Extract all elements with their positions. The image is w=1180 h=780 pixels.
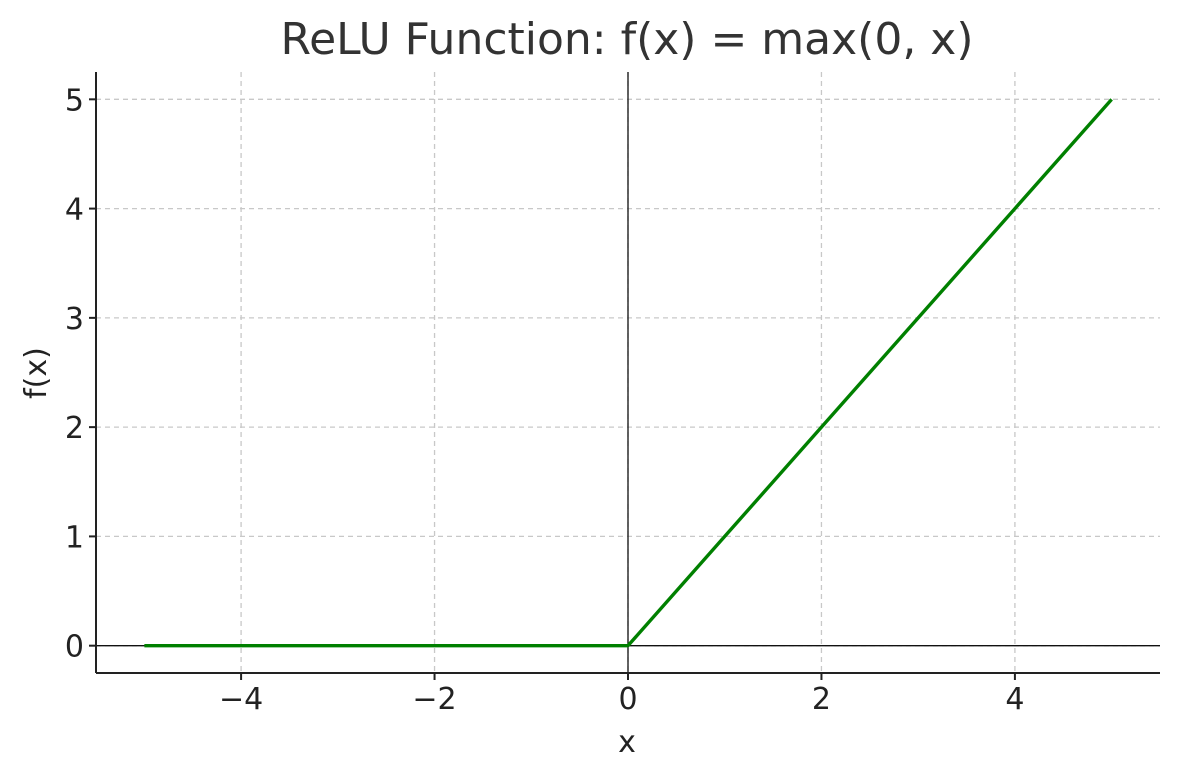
y-tick-label: 1 — [65, 520, 84, 555]
y-axis-label: f(x) — [19, 347, 54, 399]
x-tick-label: 2 — [812, 682, 831, 717]
y-tick-label: 2 — [65, 411, 84, 446]
chart-title: ReLU Function: f(x) = max(0, x) — [280, 14, 973, 65]
x-tick-label: −2 — [412, 682, 456, 717]
x-tick-label: 0 — [618, 682, 637, 717]
y-tick-label: 4 — [65, 193, 84, 228]
x-axis-label: x — [618, 725, 636, 760]
x-tick-label: −4 — [219, 682, 263, 717]
y-tick-label: 3 — [65, 302, 84, 337]
x-ticks: −4 −2 0 2 4 — [219, 673, 1024, 717]
x-tick-label: 4 — [1005, 682, 1024, 717]
series-layer — [144, 98, 1113, 648]
series-line-0 — [144, 98, 1113, 648]
y-tick-label: 0 — [65, 630, 84, 665]
y-tick-label: 5 — [65, 83, 84, 118]
y-ticks: 0 1 2 3 4 5 — [65, 83, 96, 665]
reference-lines — [96, 72, 1160, 673]
